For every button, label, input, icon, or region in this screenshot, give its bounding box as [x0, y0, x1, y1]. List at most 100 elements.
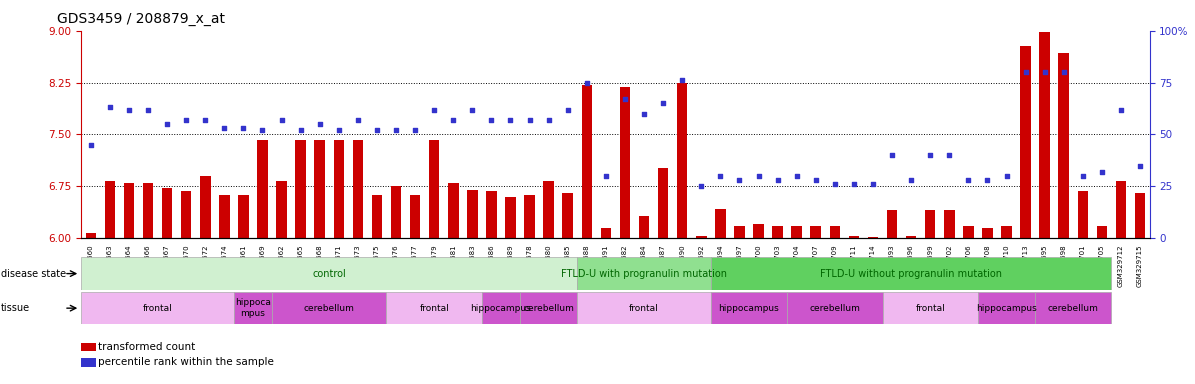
Bar	[429, 140, 440, 238]
Point	[749, 173, 768, 179]
Bar	[257, 140, 268, 238]
Bar	[372, 195, 382, 238]
Point	[348, 117, 367, 123]
Text: disease state: disease state	[1, 268, 66, 279]
Bar	[142, 184, 153, 238]
Bar	[314, 140, 325, 238]
Bar	[81, 292, 234, 324]
Point	[826, 181, 845, 187]
Point	[424, 106, 443, 113]
Bar	[582, 84, 592, 238]
Bar	[944, 210, 955, 238]
Point	[730, 177, 749, 183]
Bar	[753, 224, 764, 238]
Bar	[180, 191, 191, 238]
Bar	[925, 210, 936, 238]
Point	[139, 106, 158, 113]
Point	[997, 173, 1016, 179]
Point	[901, 177, 920, 183]
Point	[1130, 162, 1150, 169]
Point	[1073, 173, 1092, 179]
Bar	[295, 140, 306, 238]
Point	[692, 183, 711, 189]
Text: frontal: frontal	[142, 304, 172, 313]
Bar	[711, 257, 1111, 290]
Bar	[105, 181, 115, 238]
Bar	[486, 191, 497, 238]
Bar	[86, 233, 96, 238]
Point	[788, 173, 807, 179]
Text: FTLD-U without progranulin mutation: FTLD-U without progranulin mutation	[820, 268, 1003, 279]
Point	[520, 117, 539, 123]
Bar	[161, 188, 172, 238]
Bar	[1021, 46, 1031, 238]
Point	[1035, 69, 1054, 75]
Point	[577, 79, 596, 86]
Bar	[448, 184, 459, 238]
Text: GDS3459 / 208879_x_at: GDS3459 / 208879_x_at	[57, 12, 226, 25]
Point	[1054, 69, 1073, 75]
Bar	[577, 257, 711, 290]
Bar	[601, 228, 611, 238]
Bar	[734, 226, 744, 238]
Point	[939, 152, 958, 158]
Bar	[715, 209, 725, 238]
Bar	[676, 83, 687, 238]
Text: FTLD-U with progranulin mutation: FTLD-U with progranulin mutation	[560, 268, 727, 279]
Text: hippoca
mpus: hippoca mpus	[235, 298, 271, 318]
Point	[443, 117, 462, 123]
Text: hippocampus: hippocampus	[471, 304, 532, 313]
Bar	[544, 181, 554, 238]
Bar	[1059, 53, 1070, 238]
Bar	[124, 183, 134, 238]
Text: frontal: frontal	[419, 304, 449, 313]
Point	[272, 117, 292, 123]
Point	[292, 127, 311, 133]
Text: cerebellum: cerebellum	[809, 304, 860, 313]
Bar	[520, 292, 577, 324]
Text: cerebellum: cerebellum	[523, 304, 574, 313]
Point	[215, 125, 234, 131]
Point	[100, 104, 120, 111]
Point	[711, 173, 730, 179]
Point	[1111, 106, 1130, 113]
Point	[558, 106, 577, 113]
Text: tissue: tissue	[1, 303, 30, 313]
Point	[673, 78, 692, 84]
Bar	[978, 292, 1035, 324]
Bar	[1135, 193, 1145, 238]
Bar	[772, 226, 783, 238]
Bar	[791, 226, 802, 238]
Bar	[658, 167, 668, 238]
Point	[482, 117, 501, 123]
Bar	[639, 216, 649, 238]
Text: hippocampus: hippocampus	[718, 304, 779, 313]
Point	[958, 177, 978, 183]
Text: transformed count: transformed count	[98, 342, 195, 352]
Bar	[391, 186, 402, 238]
Point	[539, 117, 558, 123]
Point	[845, 181, 864, 187]
Bar	[810, 226, 821, 238]
Bar	[353, 140, 363, 238]
Bar	[81, 257, 577, 290]
Point	[864, 181, 883, 187]
Point	[386, 127, 405, 133]
Bar	[788, 292, 882, 324]
Point	[807, 177, 826, 183]
Bar	[1040, 32, 1050, 238]
Point	[405, 127, 424, 133]
Text: cerebellum: cerebellum	[1048, 304, 1098, 313]
Bar	[1116, 181, 1126, 238]
Bar	[525, 195, 535, 238]
Bar	[887, 210, 897, 238]
Bar	[1078, 191, 1089, 238]
Point	[654, 100, 673, 106]
Point	[367, 127, 386, 133]
Bar	[238, 195, 249, 238]
Bar	[467, 190, 478, 238]
Bar	[695, 236, 706, 238]
Point	[1016, 69, 1035, 75]
Text: control: control	[312, 268, 347, 279]
Bar	[333, 140, 344, 238]
